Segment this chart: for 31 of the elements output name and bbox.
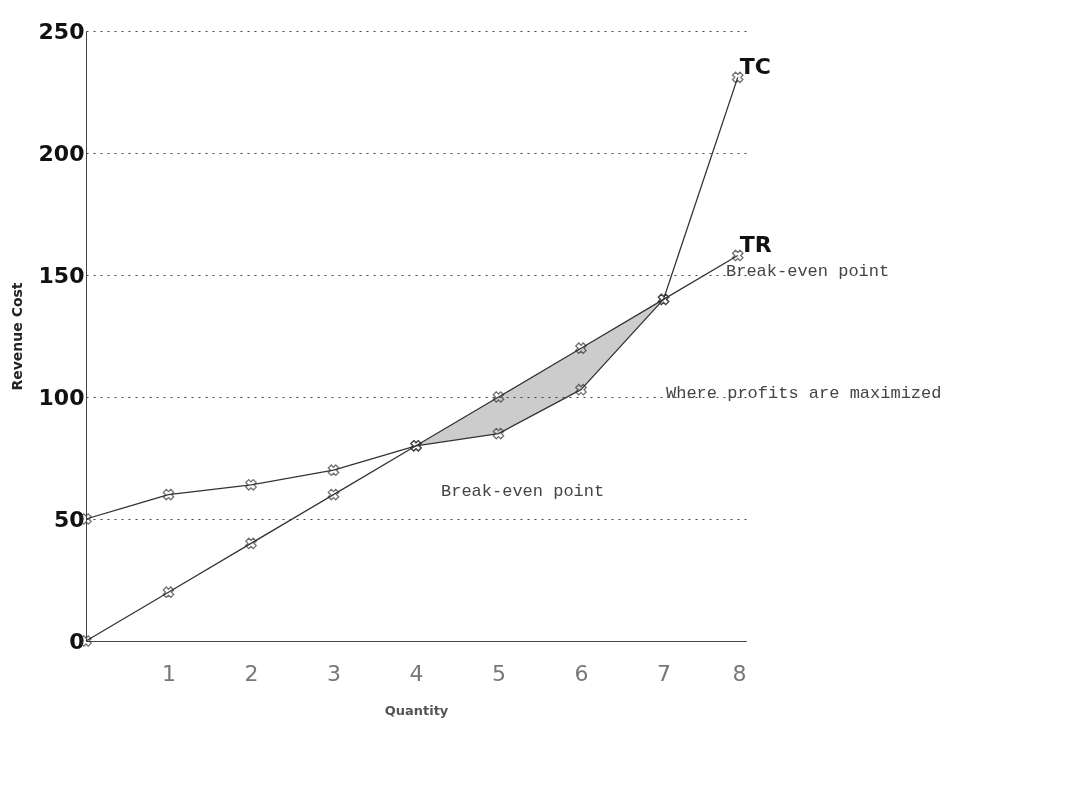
x-tick-label: 1	[162, 660, 176, 686]
point	[327, 464, 340, 477]
x-tick-label: 2	[244, 660, 259, 686]
point	[162, 586, 175, 599]
y-tick-label: 100	[38, 384, 85, 410]
x-axis-title: Quantity	[384, 702, 449, 718]
point	[245, 537, 257, 550]
x-tick-label: 8	[732, 660, 747, 686]
annotation: Break-even point	[441, 482, 605, 501]
y-tick-label: 200	[38, 140, 85, 166]
x-tick-label: 4	[409, 660, 424, 686]
y-axis-title: Revenue Cost	[8, 282, 25, 391]
point	[492, 391, 505, 403]
annotation: Break-even point	[726, 262, 890, 281]
y-tick-label: 150	[38, 262, 85, 288]
y-tick-label: 250	[38, 18, 85, 44]
annotation: Where profits are maximized	[666, 384, 942, 403]
point	[327, 488, 340, 501]
point	[575, 383, 587, 396]
x-tick-label: 6	[574, 660, 589, 686]
series-label: TR	[739, 232, 772, 258]
point	[245, 479, 257, 491]
point	[575, 342, 587, 355]
point	[492, 427, 505, 440]
x-tick-label: 3	[327, 660, 341, 686]
y-tick-label: 0	[69, 628, 85, 654]
series-label: TC	[739, 54, 771, 80]
point	[162, 488, 175, 501]
x-tick-label: 7	[657, 660, 671, 686]
x-tick-label: 5	[492, 660, 506, 686]
y-tick-label: 50	[53, 506, 85, 532]
